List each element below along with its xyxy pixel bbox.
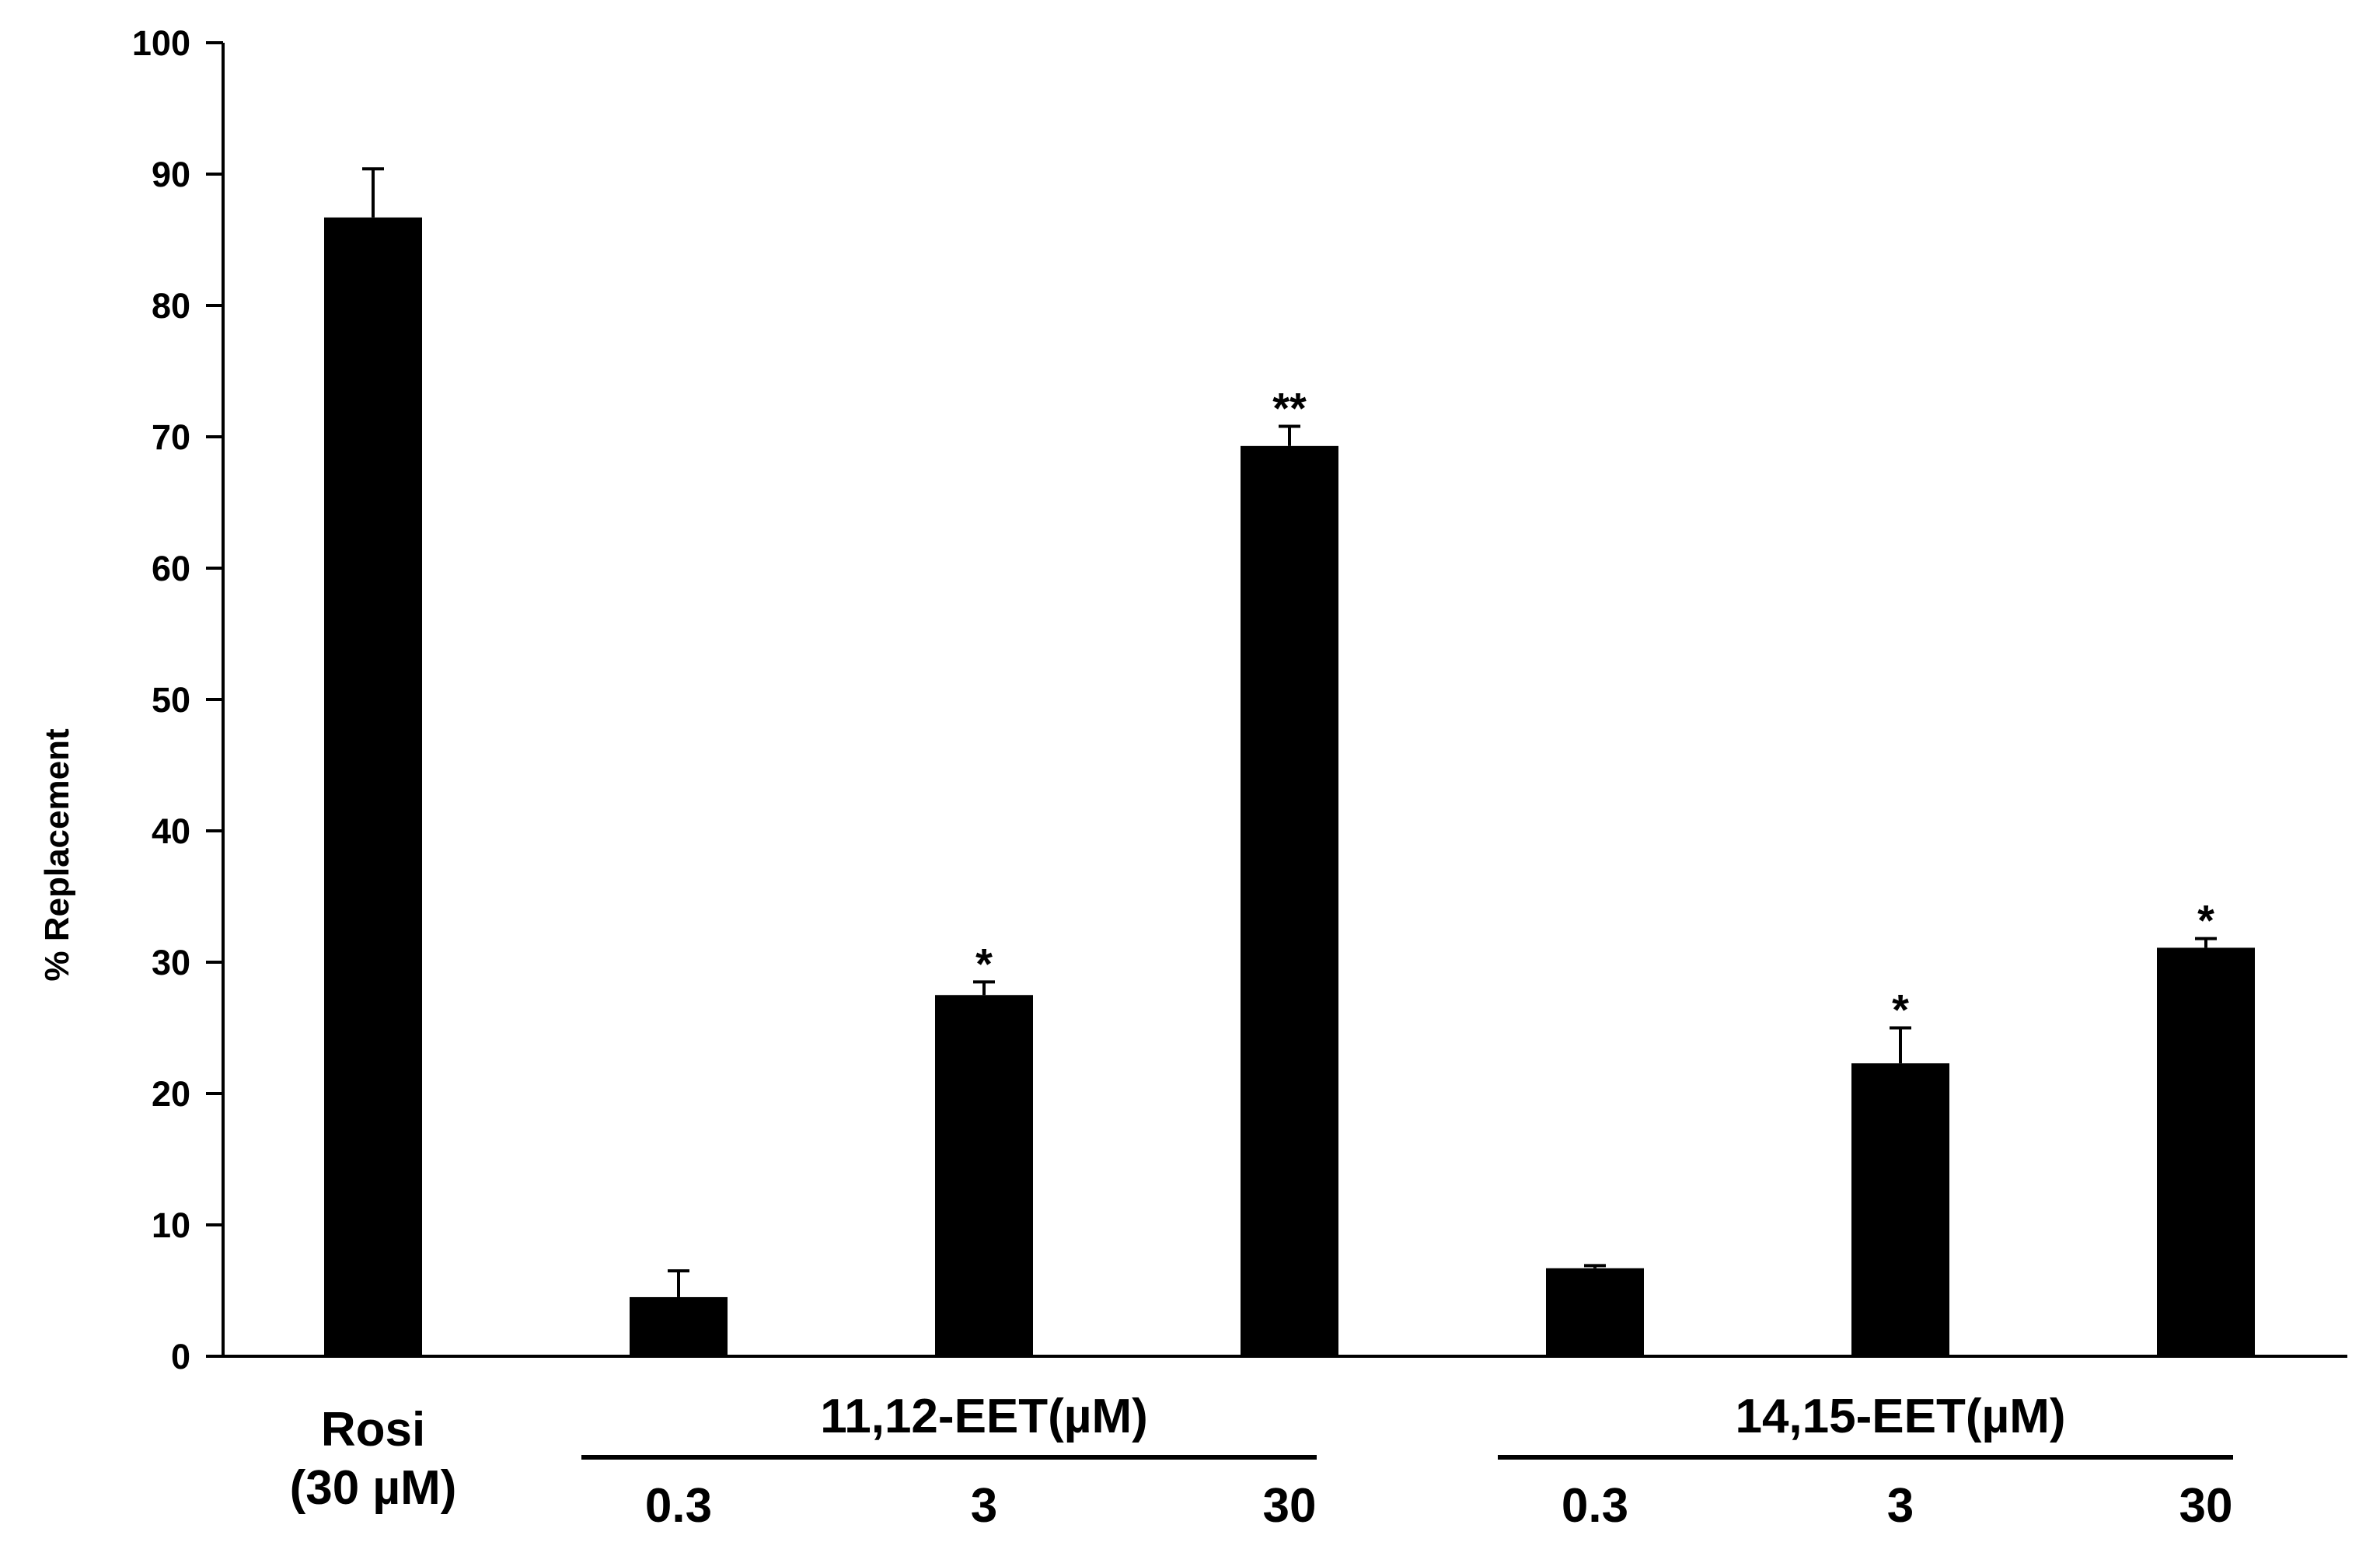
- y-tick-label: 40: [152, 811, 190, 851]
- dose-label: 30: [2179, 1479, 2233, 1533]
- category-label-rosi: Rosi: [321, 1403, 425, 1457]
- significance-marker: *: [975, 939, 993, 988]
- bar: [935, 995, 1033, 1356]
- y-tick-label: 70: [152, 417, 190, 457]
- bar: [324, 217, 422, 1356]
- significance-marker: *: [1892, 986, 1909, 1034]
- bar: [2157, 947, 2255, 1356]
- dose-label: 3: [1887, 1479, 1914, 1533]
- axes: 0 10 20 30 40 50 60 70 80 90 100: [132, 23, 2347, 1376]
- bars: *****: [324, 167, 2255, 1356]
- group-label: 11,12-EET(µM): [820, 1390, 1148, 1443]
- category-label-rosi-dose: (30 µM): [290, 1461, 457, 1515]
- y-tick-label: 30: [152, 943, 190, 982]
- dose-label: 3: [971, 1479, 997, 1533]
- y-tick-label: 90: [152, 155, 190, 194]
- y-tick-label: 50: [152, 680, 190, 720]
- dose-label: 0.3: [645, 1479, 712, 1533]
- y-tick-label: 80: [152, 286, 190, 326]
- bar: [1241, 445, 1338, 1356]
- dose-label: 30: [1263, 1479, 1317, 1533]
- bar: [630, 1296, 728, 1356]
- y-tick-label: 60: [152, 549, 190, 588]
- group-label: 14,15-EET(µM): [1735, 1390, 2065, 1443]
- significance-marker: *: [2197, 896, 2214, 945]
- y-tick-label: 20: [152, 1074, 190, 1114]
- y-tick-label: 100: [132, 23, 190, 63]
- y-tick-label: 0: [171, 1337, 190, 1376]
- category-labels: Rosi(30 µM) 11,12-EET(µM) 0.3 3 30 14,15-EET(…: [290, 1390, 2233, 1533]
- bar: [1546, 1268, 1644, 1356]
- bar: [1851, 1063, 1949, 1356]
- significance-marker: **: [1272, 383, 1307, 432]
- y-tick-label: 10: [152, 1205, 190, 1245]
- y-axis-label: % Replacement: [38, 728, 76, 982]
- dose-label: 0.3: [1562, 1479, 1628, 1533]
